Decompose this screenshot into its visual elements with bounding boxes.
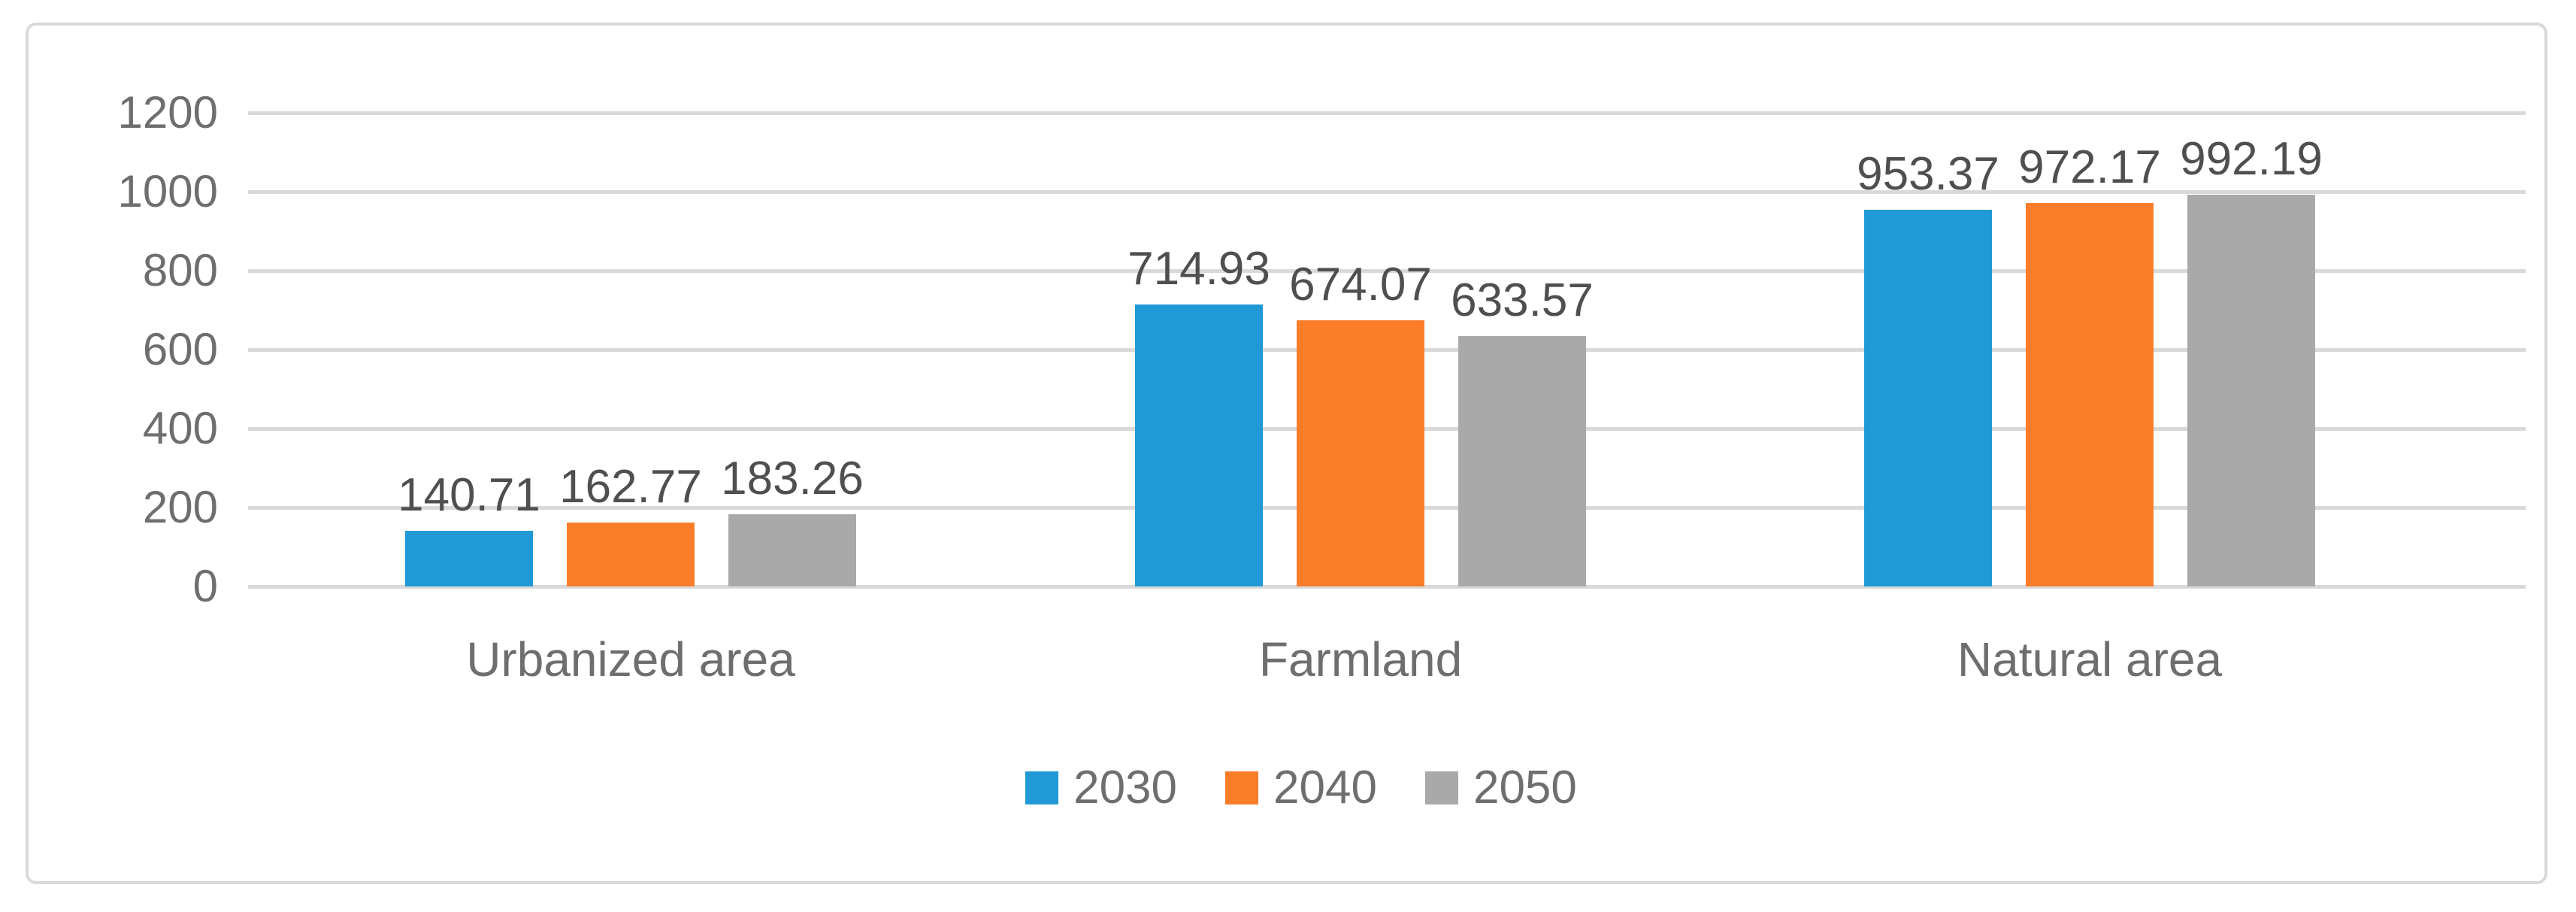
category-label-natural-area: Natural area [1957, 632, 2223, 686]
legend-marker-2050-icon [1424, 771, 1458, 804]
data-label-2050-natural-area: 992.19 [2180, 133, 2323, 186]
y-tick-label-800: 800 [142, 245, 218, 295]
legend-label-2050: 2050 [1473, 762, 1577, 814]
data-label-2040-natural-area: 972.17 [2018, 141, 2161, 193]
legend-label-2030: 2030 [1073, 762, 1178, 814]
data-label-2030-natural-area: 953.37 [1857, 148, 1999, 201]
gridline-0 [248, 585, 2526, 589]
data-label-2050-urbanized-area: 183.26 [721, 452, 864, 504]
bar-2030-natural-area [1864, 210, 1992, 586]
bar-2040-urbanized-area [567, 522, 695, 586]
y-tick-label-1200: 1200 [117, 87, 218, 138]
legend-item-2050: 2050 [1424, 762, 1577, 814]
y-tick-label-400: 400 [142, 403, 218, 453]
legend-marker-2030-icon [1025, 771, 1059, 804]
data-label-2040-farmland: 674.07 [1289, 259, 1432, 311]
gridline-1200 [248, 111, 2526, 115]
y-tick-label-200: 200 [142, 482, 218, 532]
data-label-2030-urbanized-area: 140.71 [398, 469, 540, 522]
legend-item-2030: 2030 [1025, 764, 1177, 812]
gridline-1000 [248, 190, 2526, 194]
data-label-2040-urbanized-area: 162.77 [559, 460, 702, 513]
legend-marker-2040-icon [1225, 771, 1259, 804]
legend: 2030 2040 2050 [1025, 764, 1577, 812]
bar-2030-urbanized-area [405, 531, 533, 586]
bar-2030-farmland [1135, 304, 1263, 586]
category-label-urbanized-area: Urbanized area [466, 632, 795, 686]
legend-item-2040: 2040 [1225, 764, 1377, 812]
legend-label-2040: 2040 [1273, 762, 1377, 814]
gridline-800 [248, 269, 2526, 273]
category-label-farmland: Farmland [1258, 632, 1463, 686]
y-tick-label-0: 0 [192, 561, 218, 611]
data-label-2030-farmland: 714.93 [1128, 242, 1270, 295]
bar-2050-farmland [1458, 336, 1586, 586]
y-tick-label-1000: 1000 [117, 166, 218, 217]
bar-2040-natural-area [2026, 202, 2154, 586]
bar-2050-natural-area [2187, 195, 2315, 586]
bar-2050-urbanized-area [728, 514, 856, 586]
bar-2040-farmland [1297, 320, 1424, 586]
y-tick-label-600: 600 [142, 324, 218, 374]
data-label-2050-farmland: 633.57 [1451, 274, 1594, 327]
